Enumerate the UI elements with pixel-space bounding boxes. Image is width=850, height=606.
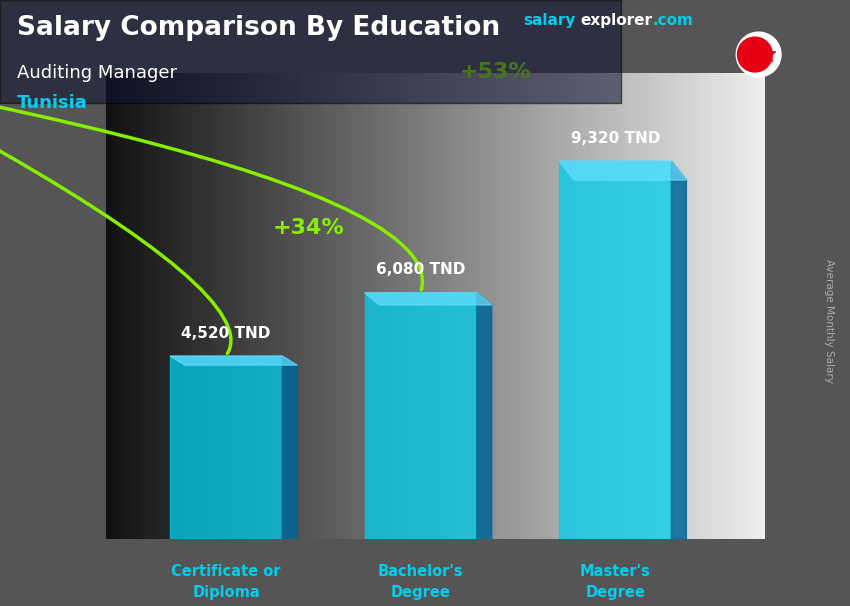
Polygon shape [365,293,477,539]
Text: Tunisia: Tunisia [17,94,88,112]
Text: Average Monthly Salary: Average Monthly Salary [824,259,834,383]
Text: +34%: +34% [273,218,344,238]
Text: Bachelor's
Degree: Bachelor's Degree [378,564,463,600]
Text: salary: salary [523,13,575,28]
Text: .com: .com [653,13,694,28]
Polygon shape [477,293,492,539]
Polygon shape [170,356,298,365]
Polygon shape [365,293,492,305]
Text: 6,080 TND: 6,080 TND [376,262,465,277]
Polygon shape [759,46,775,62]
Circle shape [738,37,773,72]
Polygon shape [559,161,687,180]
Polygon shape [170,356,282,539]
Polygon shape [282,356,297,539]
Text: Auditing Manager: Auditing Manager [17,64,177,82]
Text: 4,520 TND: 4,520 TND [181,325,270,341]
Circle shape [736,32,781,77]
Text: Master's
Degree: Master's Degree [580,564,651,600]
Text: 9,320 TND: 9,320 TND [570,131,660,146]
Text: Certificate or
Diploma: Certificate or Diploma [171,564,280,600]
Text: explorer: explorer [581,13,653,28]
Text: Salary Comparison By Education: Salary Comparison By Education [17,15,500,41]
Text: +53%: +53% [460,62,531,82]
Polygon shape [672,161,687,539]
Polygon shape [559,161,672,539]
